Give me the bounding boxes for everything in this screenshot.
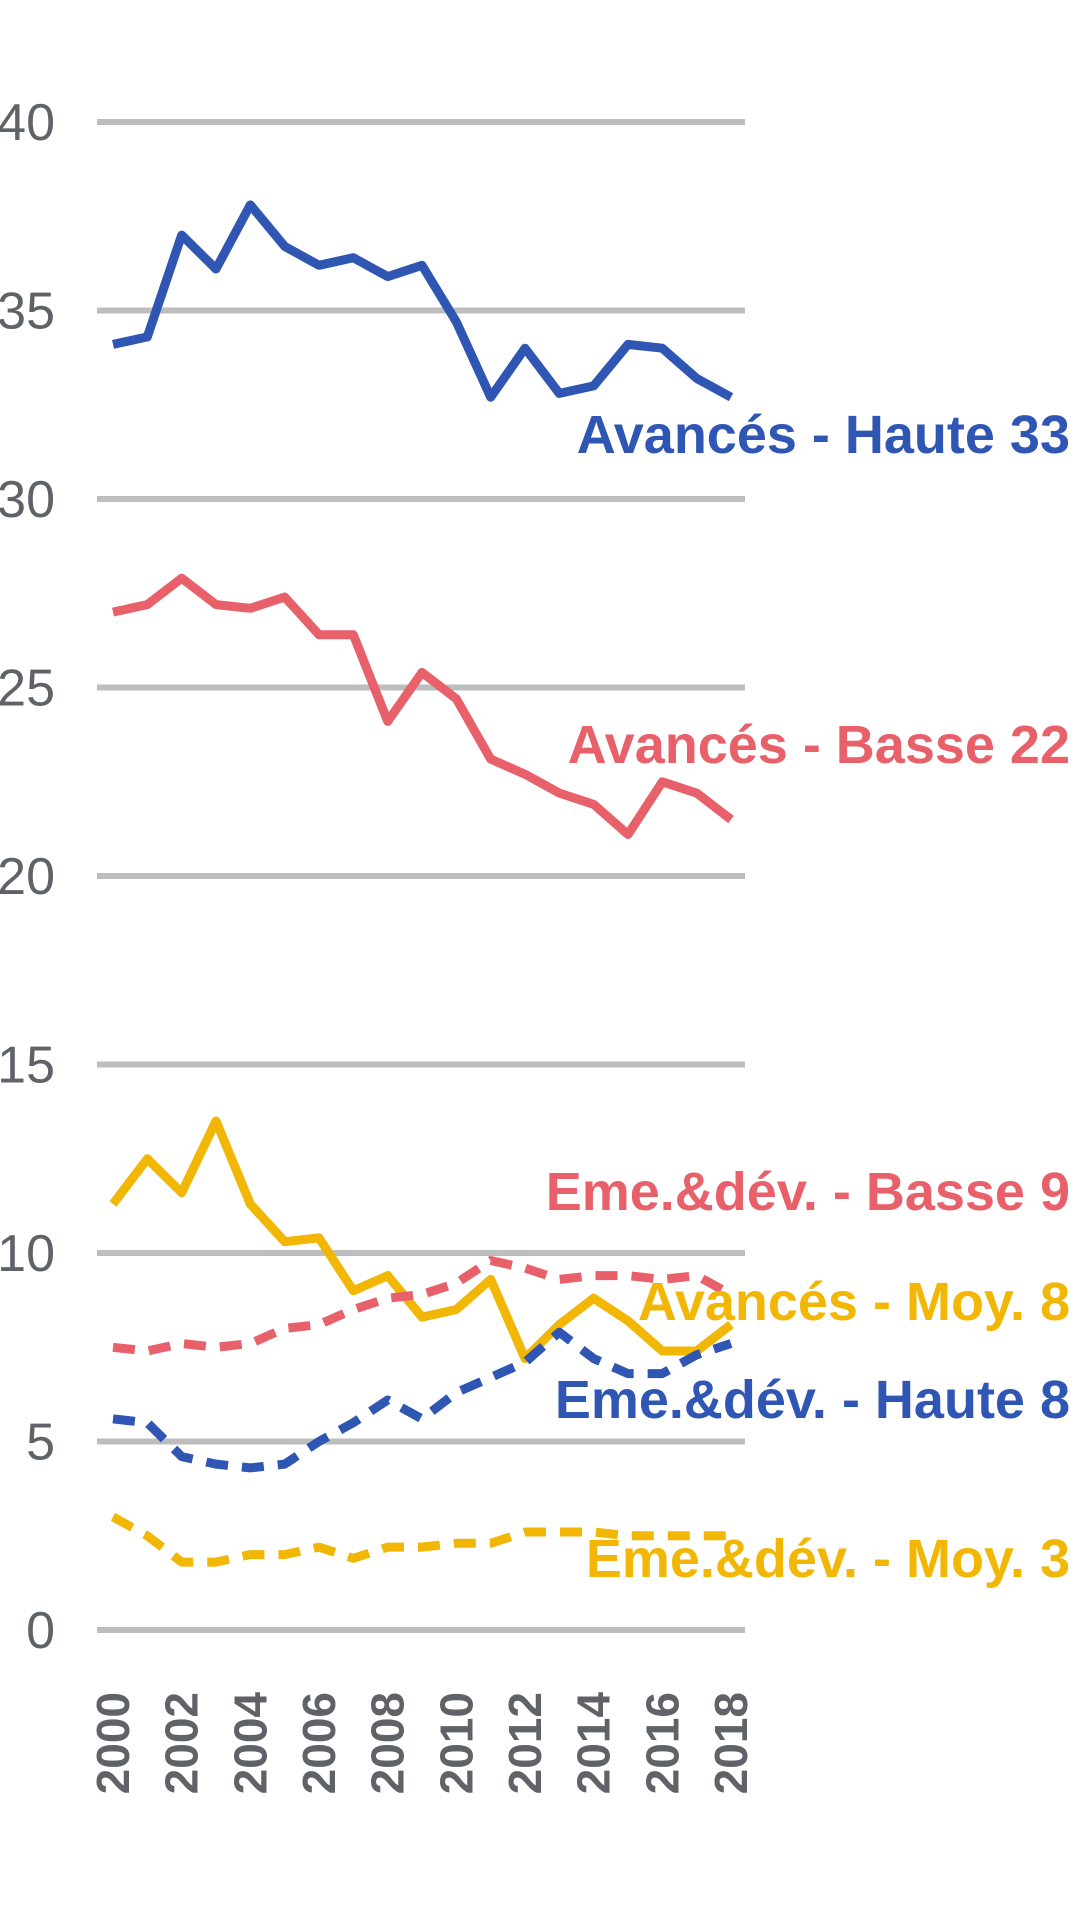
x-tick-label: 2010 (430, 1692, 482, 1794)
y-tick-label: 0 (26, 1602, 55, 1660)
x-tick-label: 2016 (636, 1692, 688, 1794)
x-tick-label: 2018 (705, 1692, 757, 1794)
series-line-avanc-s-haute (112, 200, 734, 402)
y-tick-label: 25 (0, 660, 55, 718)
x-tick-label: 2006 (293, 1692, 345, 1794)
series-label: Eme.&dév. - Moy. 3 (586, 1529, 1070, 1589)
gridlines (97, 119, 745, 1633)
y-tick-label: 35 (0, 283, 55, 341)
series-line-eme-d-v-moy- (110, 1512, 731, 1567)
series-label: Avancés - Moy. 8 (638, 1272, 1070, 1332)
series-label: Eme.&dév. - Basse 9 (546, 1162, 1070, 1222)
series-lines (109, 200, 734, 1567)
y-tick-label: 5 (26, 1414, 55, 1472)
series-label: Avancés - Basse 22 (568, 715, 1070, 775)
series-labels: Avancés - Haute 33 Avancés - Basse 22 Eme.… (546, 405, 1070, 1589)
y-axis-ticks: 0 5 10 15 20 25 30 35 40 (0, 94, 55, 1660)
x-tick-label: 2008 (362, 1692, 414, 1794)
y-tick-label: 20 (0, 848, 55, 906)
series-line-eme-d-v-haute (112, 1327, 733, 1473)
y-tick-label: 30 (0, 471, 55, 529)
x-tick-label: 2012 (499, 1692, 551, 1794)
x-tick-label: 2000 (87, 1692, 139, 1794)
y-tick-label: 10 (0, 1225, 55, 1283)
series-line-avanc-s-moy- (109, 1116, 734, 1364)
y-tick-label: 40 (0, 94, 55, 152)
x-tick-label: 2004 (224, 1692, 276, 1795)
x-tick-label: 2002 (156, 1692, 208, 1794)
series-label: Avancés - Haute 33 (577, 405, 1070, 465)
series-line-avanc-s-basse (112, 573, 734, 839)
series-label: Eme.&dév. - Haute 8 (555, 1370, 1070, 1430)
y-tick-label: 15 (0, 1037, 55, 1095)
x-tick-label: 2014 (568, 1692, 620, 1795)
x-axis-ticks: 2000 2002 2004 2006 2008 2010 2012 2014 2016 2018 (87, 1692, 757, 1795)
